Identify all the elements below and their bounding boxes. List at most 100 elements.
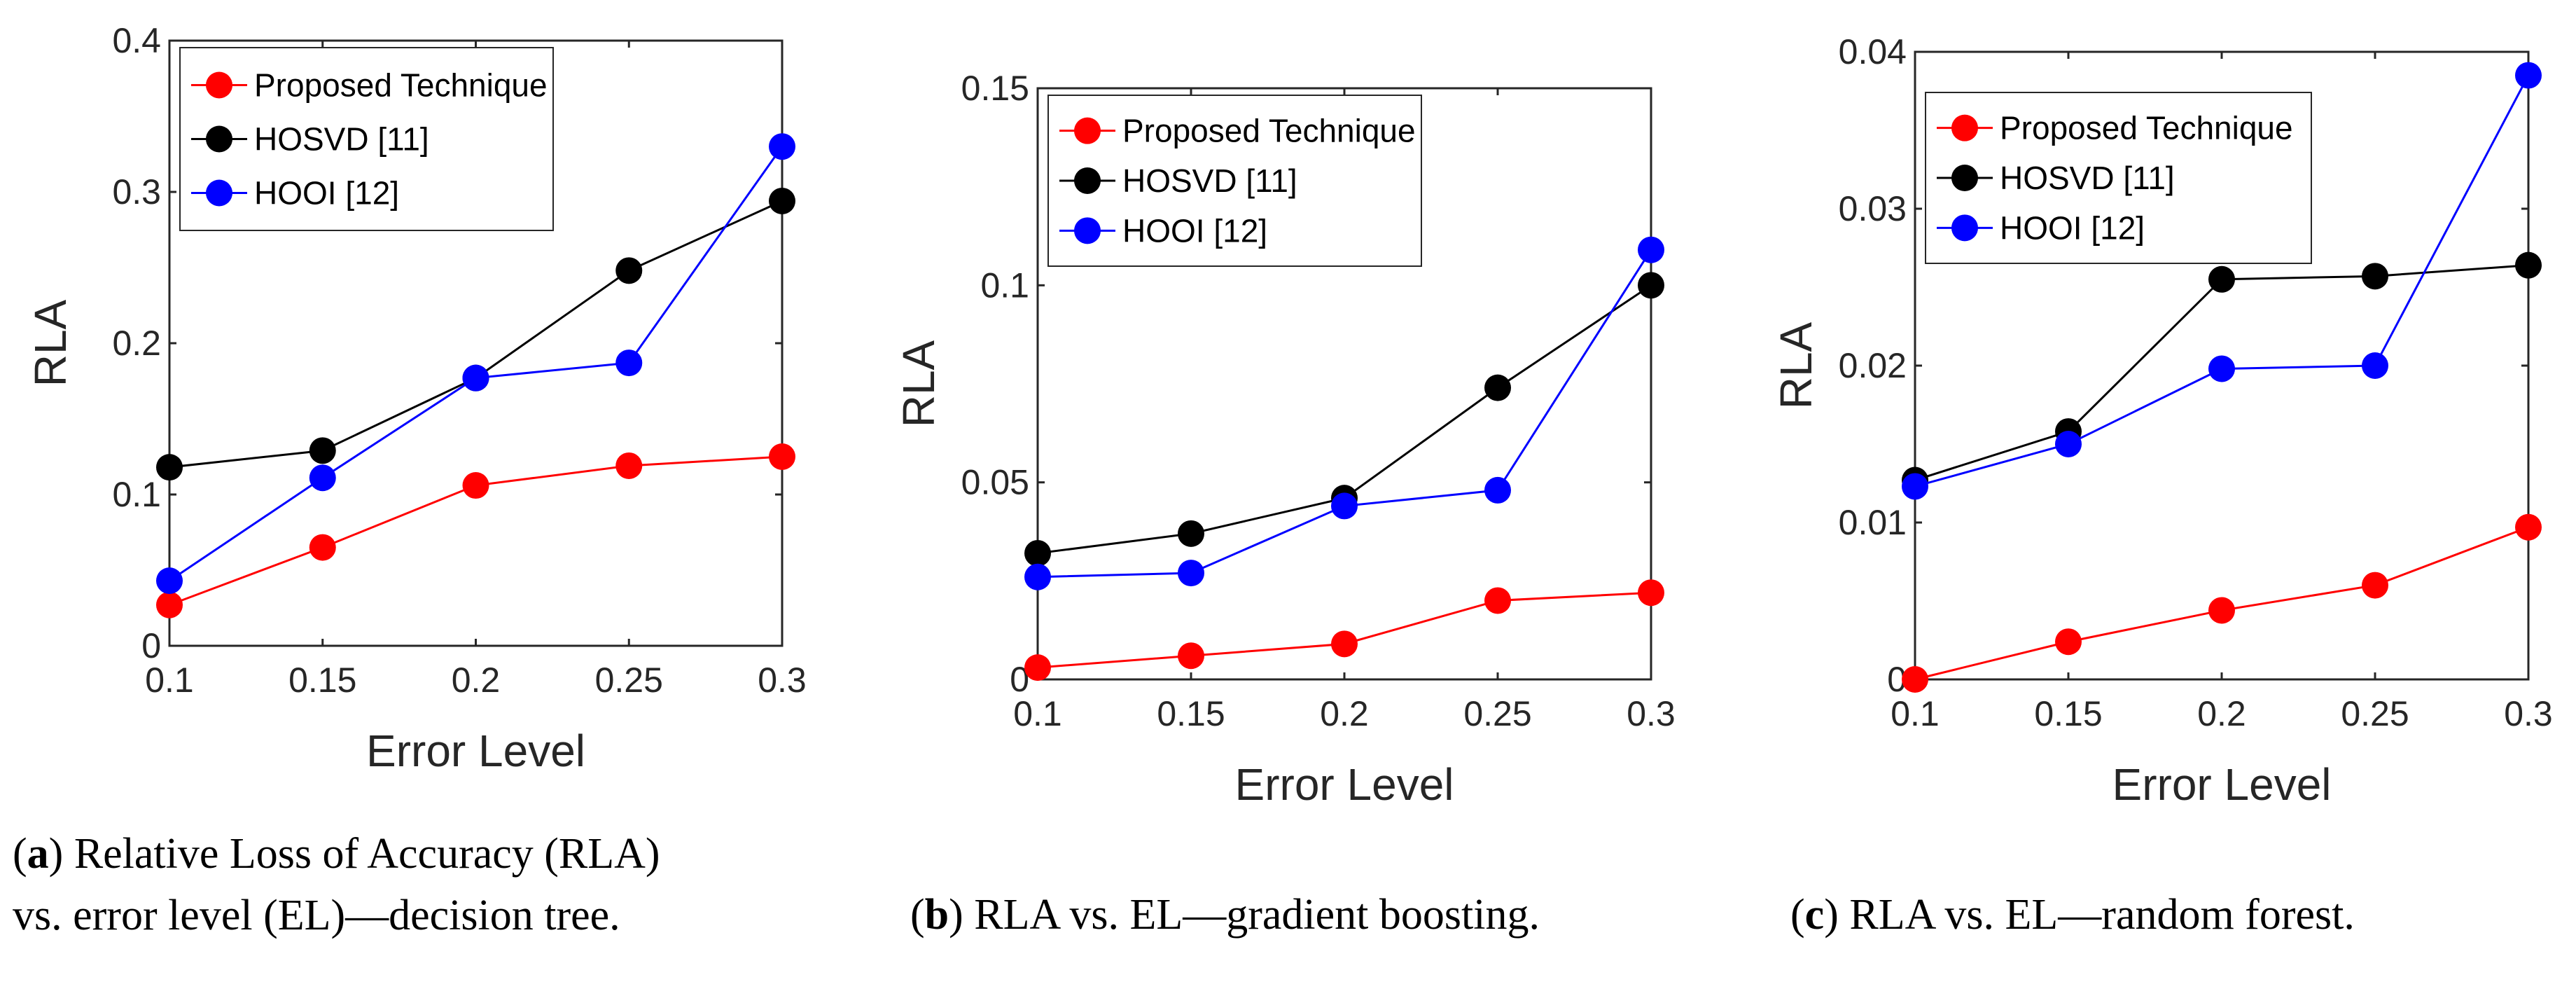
data-point-a-2 [769, 133, 795, 160]
x-tick-label-a: 0.2 [452, 660, 501, 700]
legend-label-c-2: HOOI [12] [2000, 209, 2145, 246]
data-point-b-0 [1024, 654, 1051, 682]
data-point-c-2 [2515, 62, 2542, 89]
data-point-b-0 [1331, 630, 1358, 658]
legend-label-b-0: Proposed Technique [1122, 113, 1416, 149]
data-point-c-0 [2208, 597, 2235, 624]
data-point-b-1 [1484, 374, 1511, 401]
y-tick-label-a: 0 [141, 626, 161, 665]
caption-a-line1: Relative Loss of Accuracy (RLA) [63, 830, 660, 878]
data-point-a-2 [156, 567, 183, 595]
data-point-a-0 [309, 534, 336, 561]
x-tick-label-b: 0.15 [1157, 694, 1225, 733]
y-tick-label-b: 0.05 [961, 463, 1029, 502]
legend-label-a-1: HOSVD [11] [254, 121, 429, 158]
x-tick-label-b: 0.2 [1320, 694, 1369, 733]
y-tick-label-a: 0.2 [112, 324, 161, 363]
x-tick-label-c: 0.2 [2197, 694, 2246, 733]
data-point-a-2 [462, 364, 489, 392]
legend-marker-c-1 [1951, 165, 1978, 191]
data-point-b-2 [1484, 476, 1511, 504]
legend-marker-b-2 [1074, 217, 1101, 244]
data-point-c-0 [2362, 572, 2388, 599]
data-point-a-0 [769, 443, 795, 470]
legend-marker-b-1 [1074, 167, 1101, 194]
y-axis-title-c: RLA [1771, 321, 1821, 409]
y-tick-label-c: 0.04 [1839, 32, 1907, 71]
y-axis-title-b: RLA [893, 340, 944, 427]
data-point-a-1 [769, 187, 795, 214]
x-tick-label-a: 0.1 [145, 660, 194, 700]
data-point-c-0 [2515, 513, 2542, 541]
data-point-c-2 [1902, 473, 1928, 500]
legend-marker-a-1 [206, 125, 232, 153]
data-point-a-1 [309, 437, 336, 464]
data-point-c-1 [2515, 251, 2542, 279]
data-point-a-0 [156, 591, 183, 618]
data-point-a-0 [462, 472, 489, 499]
x-axis-title-a: Error Level [366, 726, 585, 776]
y-tick-label-b: 0.15 [961, 69, 1029, 108]
x-tick-label-c: 0.1 [1891, 694, 1940, 733]
legend-marker-a-2 [206, 179, 232, 207]
caption-a: (a) Relative Loss of Accuracy (RLA) vs. … [13, 830, 660, 939]
x-tick-label-b: 0.3 [1627, 694, 1676, 733]
caption-b-line1: RLA vs. EL—gradient boosting. [963, 891, 1540, 939]
x-tick-label-c: 0.3 [2504, 694, 2553, 733]
data-point-c-1 [2208, 265, 2235, 293]
caption-b: (b) RLA vs. EL—gradient boosting. [910, 891, 1540, 939]
x-tick-label-c: 0.15 [2034, 694, 2102, 733]
x-tick-label-c: 0.25 [2341, 694, 2409, 733]
data-point-a-2 [615, 350, 643, 377]
caption-a-label: a [27, 830, 49, 878]
data-point-b-1 [1178, 520, 1204, 547]
y-tick-label-c: 0.03 [1839, 189, 1907, 228]
data-point-a-2 [309, 464, 336, 492]
y-tick-label-a: 0.3 [112, 172, 161, 212]
series-line-a-1 [169, 200, 783, 469]
y-tick-label-b: 0.1 [980, 265, 1029, 305]
caption-b-label: b [924, 891, 949, 939]
y-tick-label-a: 0.1 [112, 475, 161, 514]
data-point-c-2 [2055, 431, 2082, 457]
y-tick-label-c: 0.01 [1839, 503, 1907, 542]
data-point-b-2 [1024, 563, 1051, 590]
legend-label-c-0: Proposed Technique [2000, 110, 2293, 146]
data-point-b-0 [1638, 579, 1664, 607]
y-axis-title-a: RLA [25, 299, 76, 387]
caption-c: (c) RLA vs. EL—random forest. [1790, 891, 2355, 939]
legend-label-b-2: HOOI [12] [1122, 212, 1267, 249]
data-point-b-0 [1178, 642, 1204, 670]
data-point-b-1 [1638, 272, 1664, 299]
y-tick-label-a: 0.4 [112, 21, 161, 60]
data-point-a-1 [156, 454, 183, 481]
legend-marker-c-0 [1951, 114, 1978, 141]
legend-label-c-1: HOSVD [11] [2000, 160, 2175, 196]
x-tick-label-b: 0.1 [1013, 694, 1062, 733]
data-point-b-2 [1638, 236, 1664, 263]
legend-label-a-2: HOOI [12] [254, 175, 399, 212]
series-line-b-2 [1037, 249, 1652, 579]
x-tick-label-b: 0.25 [1463, 694, 1531, 733]
caption-c-line1: RLA vs. EL—random forest. [1838, 891, 2355, 939]
x-tick-label-a: 0.15 [288, 660, 356, 700]
data-point-b-2 [1178, 560, 1204, 587]
legend-label-a-0: Proposed Technique [254, 67, 548, 104]
x-axis-title-b: Error Level [1235, 759, 1454, 810]
chart-panel-c: 0.1 0.15 0.2 0.25 0.300.010.020.030.04Error … [1771, 32, 2553, 810]
caption-c-label: c [1804, 891, 1825, 939]
x-tick-label-a: 0.25 [595, 660, 663, 700]
data-point-c-0 [1902, 666, 1928, 693]
legend-marker-b-0 [1074, 117, 1101, 144]
y-tick-label-c: 0.02 [1839, 346, 1907, 385]
legend-label-b-1: HOSVD [11] [1122, 162, 1297, 199]
legend-marker-c-2 [1951, 214, 1978, 242]
data-point-c-1 [2362, 263, 2388, 290]
x-axis-title-c: Error Level [2112, 759, 2332, 810]
data-point-b-2 [1331, 492, 1358, 520]
x-tick-label-a: 0.3 [758, 660, 807, 700]
data-point-c-0 [2055, 628, 2082, 656]
data-point-c-2 [2362, 352, 2388, 379]
